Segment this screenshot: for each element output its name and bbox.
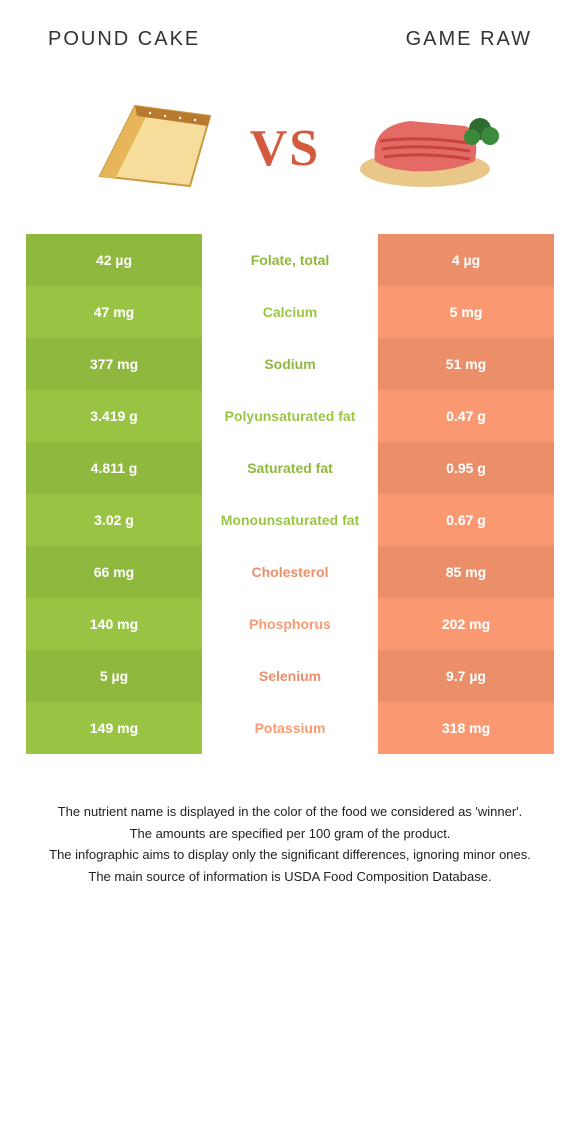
footer-line-4: The main source of information is USDA F… bbox=[26, 867, 554, 887]
right-value-cell: 5 mg bbox=[378, 286, 554, 338]
nutrient-name-cell: Cholesterol bbox=[202, 546, 378, 598]
left-value-cell: 3.02 g bbox=[26, 494, 202, 546]
right-value-cell: 51 mg bbox=[378, 338, 554, 390]
pound-cake-image bbox=[80, 91, 230, 206]
table-row: 140 mgPhosphorus202 mg bbox=[26, 598, 554, 650]
table-row: 3.419 gPolyunsaturated fat0.47 g bbox=[26, 390, 554, 442]
left-value-cell: 149 mg bbox=[26, 702, 202, 754]
left-value-cell: 377 mg bbox=[26, 338, 202, 390]
nutrient-name-cell: Potassium bbox=[202, 702, 378, 754]
nutrient-name-cell: Sodium bbox=[202, 338, 378, 390]
left-value-cell: 5 µg bbox=[26, 650, 202, 702]
right-value-cell: 202 mg bbox=[378, 598, 554, 650]
table-row: 42 µgFolate, total4 µg bbox=[26, 234, 554, 286]
left-value-cell: 66 mg bbox=[26, 546, 202, 598]
table-row: 149 mgPotassium318 mg bbox=[26, 702, 554, 754]
nutrient-name-cell: Polyunsaturated fat bbox=[202, 390, 378, 442]
right-value-cell: 0.67 g bbox=[378, 494, 554, 546]
table-row: 377 mgSodium51 mg bbox=[26, 338, 554, 390]
nutrient-name-cell: Saturated fat bbox=[202, 442, 378, 494]
nutrient-name-cell: Monounsaturated fat bbox=[202, 494, 378, 546]
right-value-cell: 318 mg bbox=[378, 702, 554, 754]
table-row: 4.811 gSaturated fat0.95 g bbox=[26, 442, 554, 494]
right-value-cell: 9.7 µg bbox=[378, 650, 554, 702]
header: POUND CAKE GAME RAW bbox=[0, 0, 580, 67]
left-value-cell: 4.811 g bbox=[26, 442, 202, 494]
vs-row: VS bbox=[0, 67, 580, 234]
footer-notes: The nutrient name is displayed in the co… bbox=[26, 802, 554, 886]
nutrient-name-cell: Calcium bbox=[202, 286, 378, 338]
table-row: 5 µgSelenium9.7 µg bbox=[26, 650, 554, 702]
left-value-cell: 3.419 g bbox=[26, 390, 202, 442]
vs-label: VS bbox=[250, 119, 320, 178]
game-raw-image bbox=[340, 91, 500, 206]
right-value-cell: 0.47 g bbox=[378, 390, 554, 442]
left-value-cell: 47 mg bbox=[26, 286, 202, 338]
nutrient-name-cell: Phosphorus bbox=[202, 598, 378, 650]
left-food-title: POUND CAKE bbox=[48, 28, 200, 51]
nutrition-table: 42 µgFolate, total4 µg47 mgCalcium5 mg37… bbox=[26, 234, 554, 754]
table-row: 47 mgCalcium5 mg bbox=[26, 286, 554, 338]
right-value-cell: 4 µg bbox=[378, 234, 554, 286]
footer-line-1: The nutrient name is displayed in the co… bbox=[26, 802, 554, 822]
footer-line-3: The infographic aims to display only the… bbox=[26, 845, 554, 865]
right-food-title: GAME RAW bbox=[406, 28, 532, 51]
footer-line-2: The amounts are specified per 100 gram o… bbox=[26, 824, 554, 844]
left-value-cell: 140 mg bbox=[26, 598, 202, 650]
nutrient-name-cell: Folate, total bbox=[202, 234, 378, 286]
right-value-cell: 0.95 g bbox=[378, 442, 554, 494]
left-value-cell: 42 µg bbox=[26, 234, 202, 286]
table-row: 66 mgCholesterol85 mg bbox=[26, 546, 554, 598]
right-value-cell: 85 mg bbox=[378, 546, 554, 598]
nutrient-name-cell: Selenium bbox=[202, 650, 378, 702]
table-row: 3.02 gMonounsaturated fat0.67 g bbox=[26, 494, 554, 546]
